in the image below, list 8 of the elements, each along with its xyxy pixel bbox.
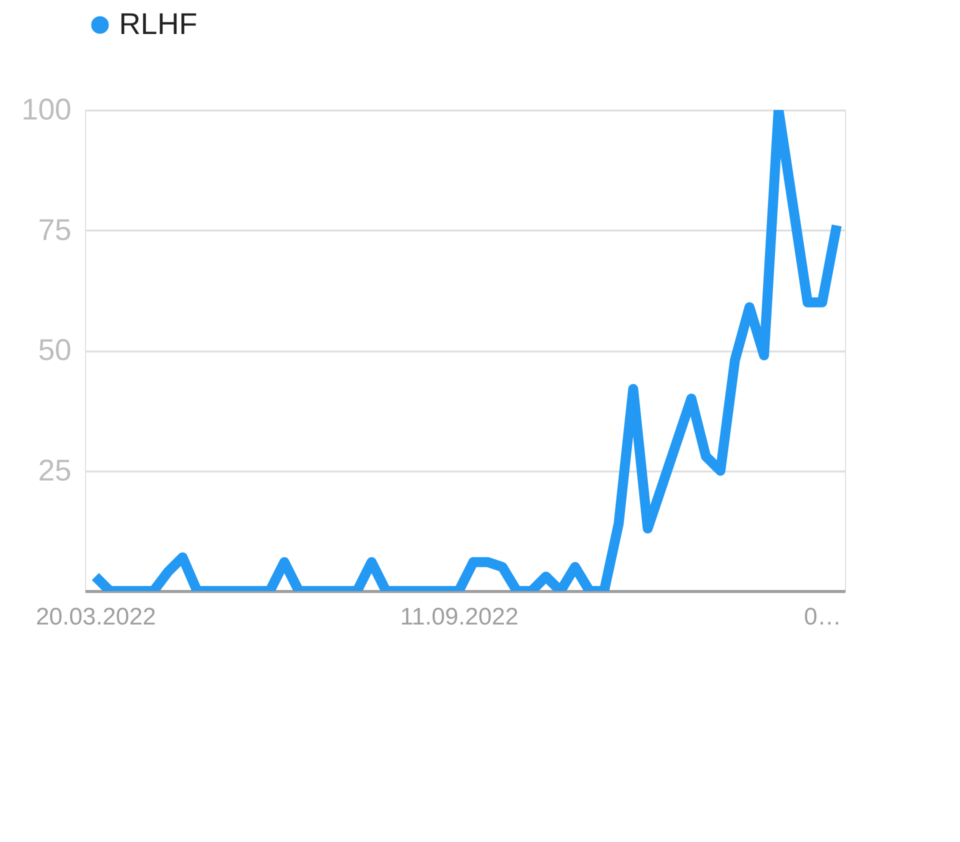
y-tick-label: 75 (38, 214, 72, 247)
x-tick-label: 0… (804, 604, 842, 630)
y-tick-label: 100 (21, 94, 72, 126)
y-tick-label: 50 (38, 334, 72, 367)
y-tick-label: 25 (38, 454, 72, 488)
x-tick-label: 11.09.2022 (400, 604, 518, 630)
x-tick-label: 20.03.2022 (36, 604, 156, 630)
legend-label: RLHF (119, 8, 198, 41)
